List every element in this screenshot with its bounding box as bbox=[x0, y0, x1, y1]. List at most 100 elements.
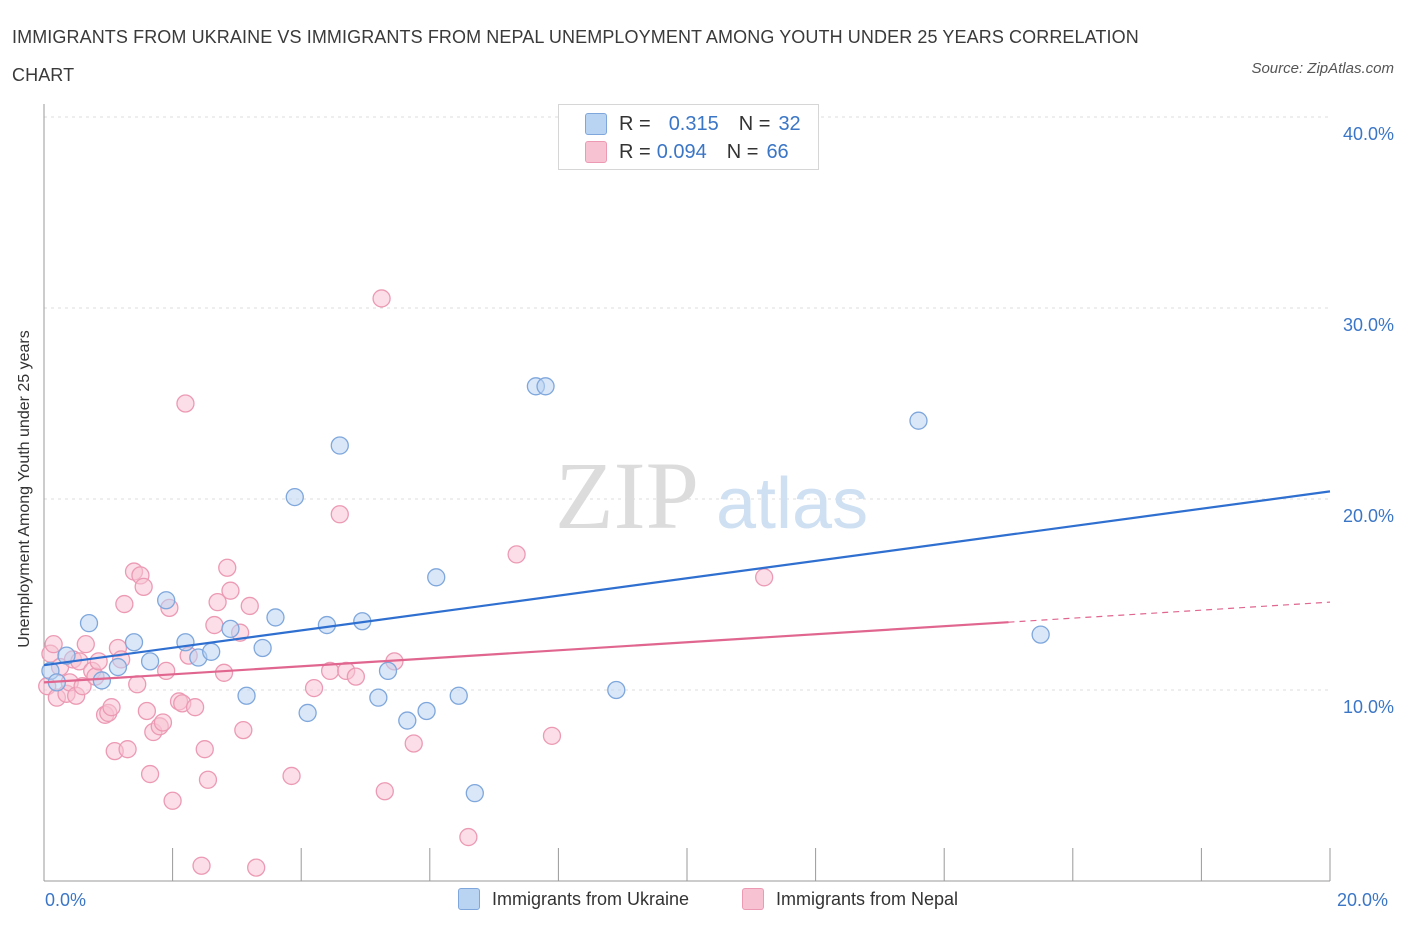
trend-lines bbox=[43, 490, 1331, 684]
ukraine-point bbox=[176, 633, 195, 652]
y-tick-label: 10.0% bbox=[1342, 697, 1394, 717]
nepal-point bbox=[205, 615, 224, 635]
nepal-point bbox=[163, 791, 182, 810]
y-tick-label: 40.0% bbox=[1342, 124, 1394, 144]
ukraine-point bbox=[1031, 625, 1050, 644]
ukraine-point bbox=[202, 642, 221, 661]
nepal-point bbox=[89, 652, 108, 671]
nepal-point bbox=[234, 720, 253, 740]
nepal-point bbox=[102, 698, 121, 717]
legend-row-ukraine: R = 0.315 N = 32 bbox=[585, 110, 801, 138]
nepal-point bbox=[185, 698, 205, 717]
x-tick-label: 0.0% bbox=[45, 890, 87, 910]
nepal-point bbox=[304, 678, 324, 698]
chart-title: IMMIGRANTS FROM UKRAINE VS IMMIGRANTS FR… bbox=[12, 27, 1139, 85]
ukraine-point bbox=[140, 652, 160, 671]
ukraine-point bbox=[607, 680, 626, 700]
nepal-point bbox=[240, 596, 259, 616]
nepal-point bbox=[346, 667, 366, 686]
nepal-point bbox=[76, 635, 95, 654]
legend-swatch-nepal bbox=[585, 141, 607, 163]
bottom-legend-label: Immigrants from Nepal bbox=[776, 888, 959, 909]
ukraine-point bbox=[157, 591, 176, 610]
nepal-point bbox=[176, 394, 195, 413]
ukraine-point bbox=[449, 686, 468, 705]
source-label: Source: ZipAtlas.com bbox=[1251, 60, 1394, 77]
nepal-series bbox=[38, 289, 774, 877]
bottom-legend-swatch-nepal bbox=[742, 888, 764, 910]
ukraine-point bbox=[124, 633, 144, 652]
ukraine-point bbox=[253, 638, 272, 658]
ukraine-point bbox=[330, 436, 349, 455]
bottom-legend-nepal: Immigrants from Nepal bbox=[742, 888, 958, 910]
ukraine-point bbox=[378, 661, 398, 681]
ukraine-point bbox=[237, 686, 256, 705]
ukraine-point bbox=[108, 657, 128, 677]
correlation-legend: R = 0.315 N = 32 R = 0.094 N = 66 bbox=[558, 104, 819, 170]
ukraine-point bbox=[465, 783, 484, 803]
nepal-point bbox=[195, 740, 214, 759]
nepal-point bbox=[214, 663, 234, 682]
ukraine-point bbox=[266, 608, 285, 627]
nepal-point bbox=[507, 545, 526, 564]
nepal-point bbox=[115, 594, 134, 614]
nepal-point bbox=[128, 675, 147, 694]
legend-n-value: 66 bbox=[766, 140, 789, 163]
legend-row-nepal: R = 0.094 N = 66 bbox=[585, 138, 789, 166]
legend-r-label: R = bbox=[619, 112, 651, 135]
nepal-point bbox=[73, 677, 92, 696]
ukraine-point bbox=[57, 646, 76, 665]
legend-n-label: N = bbox=[726, 140, 759, 163]
legend-r-value: 0.315 bbox=[668, 112, 719, 135]
nepal-point bbox=[137, 701, 157, 721]
nepal-point bbox=[542, 726, 562, 745]
nepal-point bbox=[198, 770, 218, 789]
watermark: ZIP atlas bbox=[555, 442, 868, 549]
nepal-point bbox=[375, 782, 394, 801]
bottom-legend-swatch-ukraine bbox=[458, 888, 480, 910]
ukraine-trend-line bbox=[43, 490, 1331, 667]
watermark-atlas: atlas bbox=[716, 464, 868, 544]
ukraine-point bbox=[417, 701, 436, 721]
ukraine-point bbox=[92, 671, 112, 690]
nepal-point bbox=[140, 764, 160, 784]
nepal-point bbox=[208, 592, 227, 612]
nepal-point bbox=[153, 713, 173, 732]
bottom-legend-label: Immigrants from Ukraine bbox=[492, 888, 690, 909]
nepal-point bbox=[218, 558, 237, 577]
nepal-point bbox=[404, 734, 423, 753]
ukraine-point bbox=[221, 619, 240, 639]
nepal-point bbox=[192, 856, 211, 875]
x-tick-label: 20.0% bbox=[1337, 890, 1389, 910]
nepal-point bbox=[221, 581, 240, 600]
nepal-point bbox=[44, 635, 63, 654]
ukraine-point bbox=[369, 688, 388, 707]
ukraine-point bbox=[285, 487, 304, 507]
legend-swatch-ukraine bbox=[585, 113, 607, 135]
nepal-point bbox=[330, 505, 349, 524]
ukraine-point bbox=[427, 568, 446, 587]
ukraine-point bbox=[909, 411, 928, 430]
legend-n-label: N = bbox=[738, 112, 771, 135]
nepal-point bbox=[118, 740, 137, 759]
gridlines bbox=[44, 116, 1330, 691]
ukraine-point bbox=[536, 377, 555, 396]
y-tick-label: 20.0% bbox=[1342, 506, 1394, 526]
y-tick-label: 30.0% bbox=[1342, 315, 1394, 335]
legend-r-value: 0.094 bbox=[656, 140, 707, 163]
ukraine-point bbox=[398, 711, 417, 730]
nepal-point bbox=[157, 661, 176, 681]
nepal-point bbox=[134, 577, 153, 597]
ukraine-point bbox=[79, 614, 99, 633]
nepal-trend-line bbox=[43, 621, 1009, 684]
legend-n-value: 32 bbox=[778, 112, 801, 135]
nepal-point bbox=[372, 289, 391, 308]
bottom-legend-ukraine: Immigrants from Ukraine bbox=[458, 888, 689, 910]
nepal-point bbox=[282, 766, 301, 786]
nepal-point bbox=[459, 827, 478, 847]
legend-r-label: R = bbox=[619, 140, 651, 163]
y-axis-label: Unemployment Among Youth under 25 years bbox=[16, 330, 33, 648]
ukraine-point bbox=[298, 703, 317, 723]
axes bbox=[43, 104, 1331, 882]
